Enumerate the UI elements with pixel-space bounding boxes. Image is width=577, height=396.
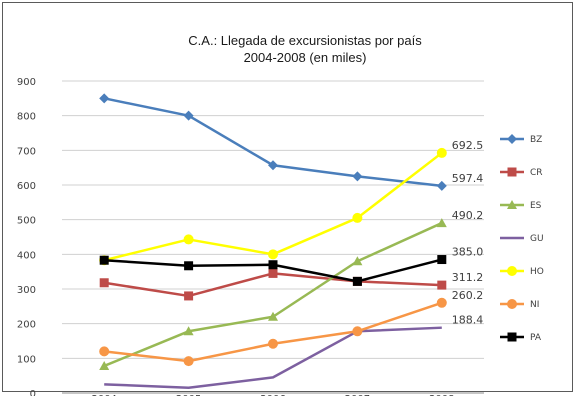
legend-item-ho: HO — [500, 266, 544, 277]
marker-square — [100, 278, 109, 287]
marker-circle — [507, 299, 517, 309]
data-label-gu: 188.4 — [452, 314, 484, 327]
series-ni — [99, 298, 447, 366]
marker-square — [100, 256, 109, 265]
marker-diamond — [352, 171, 362, 181]
marker-square — [184, 261, 193, 270]
legend-item-cr: CR — [500, 168, 543, 179]
legend: BZ CR ES GU HO NI PA — [500, 134, 544, 343]
marker-square — [269, 260, 278, 269]
y-tick-label: 0 — [30, 389, 36, 396]
marker-square — [437, 281, 446, 290]
y-tick-label: 100 — [17, 354, 36, 365]
marker-circle — [437, 298, 447, 308]
legend-label: GU — [530, 234, 544, 244]
legend-item-pa: PA — [500, 333, 542, 344]
marker-square — [184, 291, 193, 300]
legend-label: CR — [530, 168, 543, 178]
series-lines — [99, 93, 447, 387]
legend-item-gu: GU — [500, 234, 544, 244]
chart-subtitle: 2004-2008 (en miles) — [244, 50, 367, 65]
y-tick-label: 400 — [17, 250, 36, 261]
data-label-es: 490.2 — [452, 209, 484, 222]
marker-circle — [352, 326, 362, 336]
legend-item-ni: NI — [500, 299, 539, 310]
y-tick-label: 300 — [17, 285, 36, 296]
y-tick-label: 600 — [17, 181, 36, 192]
marker-circle — [507, 266, 517, 276]
marker-square — [508, 333, 517, 342]
legend-item-bz: BZ — [500, 134, 542, 145]
marker-square — [437, 255, 446, 264]
data-label-bz: 597.4 — [452, 172, 484, 185]
data-label-ni: 260.2 — [452, 289, 484, 302]
data-label-cr: 311.2 — [452, 271, 484, 284]
data-label-pa: 385.0 — [452, 246, 484, 259]
legend-label: PA — [530, 333, 542, 343]
y-tick-label: 900 — [17, 77, 36, 88]
legend-label: BZ — [530, 135, 542, 145]
marker-circle — [352, 213, 362, 223]
series-bz — [99, 93, 447, 191]
legend-label: HO — [530, 267, 544, 277]
marker-circle — [437, 148, 447, 158]
legend-label: ES — [530, 201, 542, 211]
legend-label: NI — [530, 300, 539, 310]
y-tick-label: 500 — [17, 216, 36, 227]
y-tick-label: 700 — [17, 146, 36, 157]
data-labels: 597.4 311.2 490.2 188.4 692.5 260.2 385.0 — [452, 139, 484, 327]
marker-square — [353, 277, 362, 286]
y-tick-label: 800 — [17, 112, 36, 123]
chart-title: C.A.: Llegada de excursionistas por país — [188, 33, 422, 48]
series-cr — [100, 269, 447, 301]
marker-circle — [268, 339, 278, 349]
marker-circle — [184, 234, 194, 244]
series-line — [104, 303, 442, 361]
y-tick-label: 200 — [17, 320, 36, 331]
marker-square — [269, 269, 278, 278]
legend-item-es: ES — [500, 200, 542, 211]
data-label-ho: 692.5 — [452, 139, 484, 152]
marker-diamond — [99, 93, 109, 103]
marker-diamond — [507, 134, 517, 144]
marker-circle — [99, 346, 109, 356]
marker-square — [508, 168, 517, 177]
series-line — [104, 98, 442, 186]
marker-circle — [184, 356, 194, 366]
marker-circle — [268, 249, 278, 259]
marker-diamond — [437, 181, 447, 191]
